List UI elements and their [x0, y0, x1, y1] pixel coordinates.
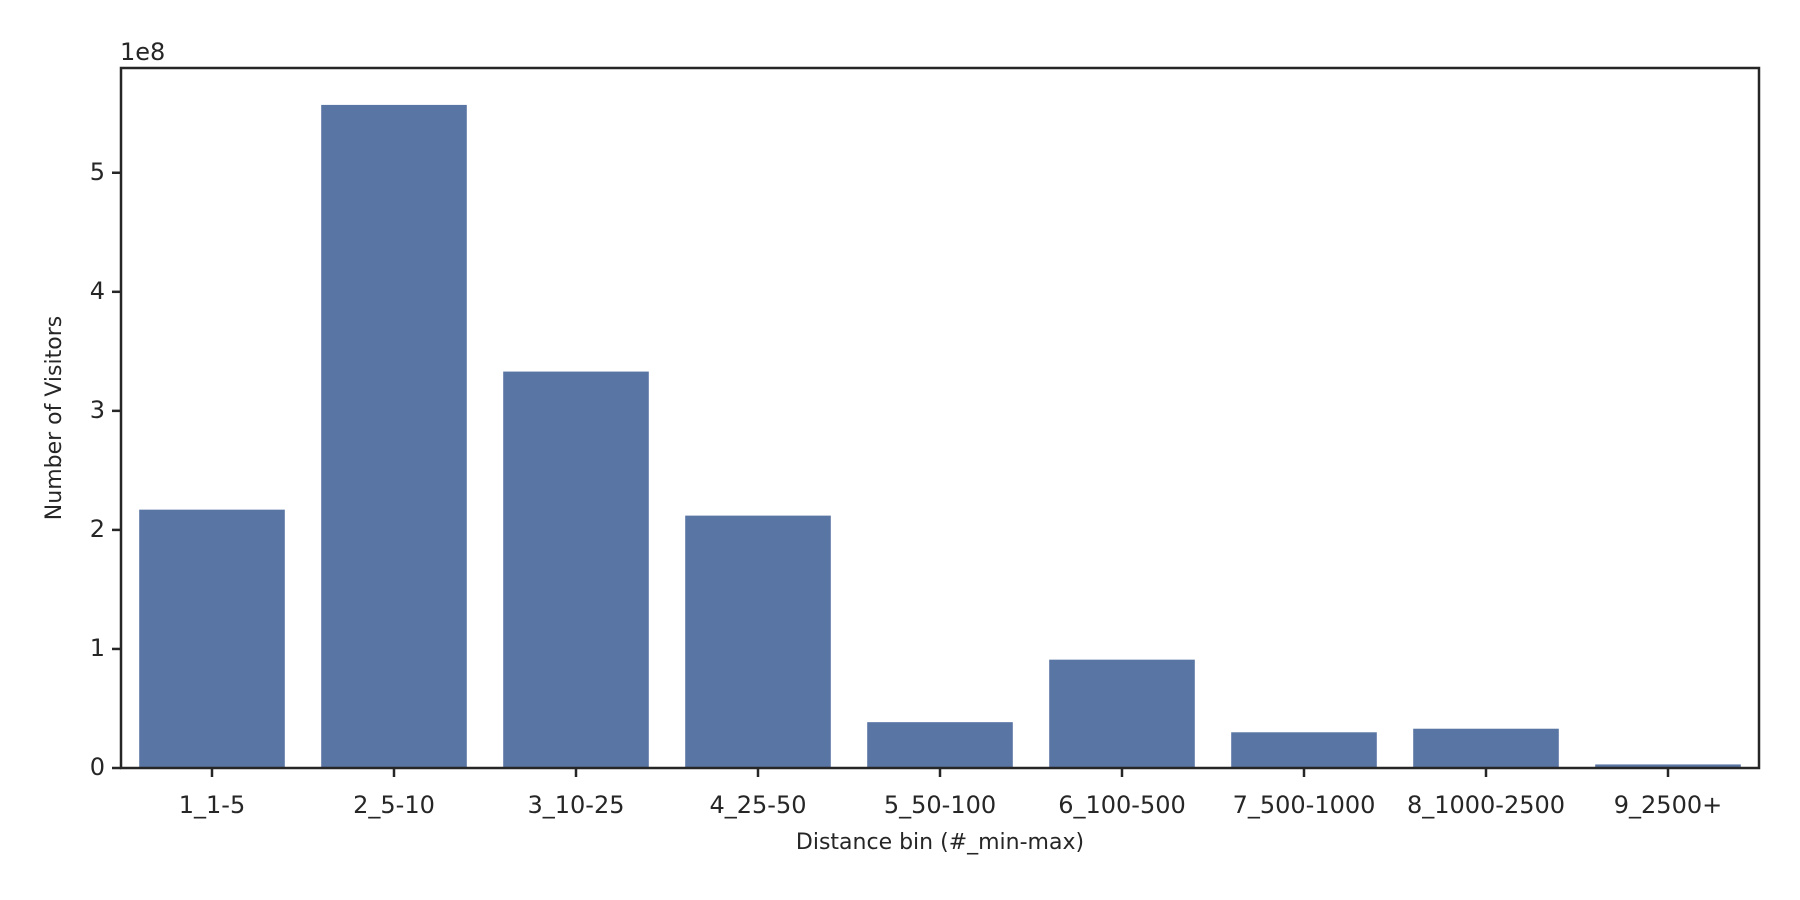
x-tick-label: 8_1000-2500: [1407, 791, 1565, 819]
x-tick-label: 1_1-5: [179, 791, 245, 819]
bar: [685, 515, 831, 768]
bar: [1413, 728, 1559, 768]
x-tick-label: 9_2500+: [1614, 791, 1722, 819]
x-tick-label: 3_10-25: [527, 791, 624, 819]
bar: [1231, 732, 1377, 768]
x-tick-label: 6_100-500: [1058, 791, 1186, 819]
y-tick-label: 3: [90, 396, 105, 424]
bar: [321, 104, 467, 768]
y-tick-label: 0: [90, 753, 105, 781]
y-tick-label: 1: [90, 634, 105, 662]
bar: [503, 371, 649, 768]
y-tick-label: 4: [90, 277, 105, 305]
x-axis-label: Distance bin (#_min-max): [796, 830, 1084, 855]
bar: [139, 509, 285, 768]
x-tick-label: 4_25-50: [709, 791, 806, 819]
bar: [1595, 764, 1741, 768]
x-tick-label: 5_50-100: [884, 791, 996, 819]
y-tick-label: 5: [90, 158, 105, 186]
y-offset-label: 1e8: [120, 38, 165, 66]
x-tick-label: 7_500-1000: [1233, 791, 1376, 819]
y-tick-label: 2: [90, 515, 105, 543]
bar: [1049, 659, 1195, 768]
x-tick-label: 2_5-10: [353, 791, 435, 819]
plot-frame: [119, 66, 1761, 770]
y-axis-label: Number of Visitors: [42, 316, 67, 520]
bar: [867, 722, 1013, 768]
